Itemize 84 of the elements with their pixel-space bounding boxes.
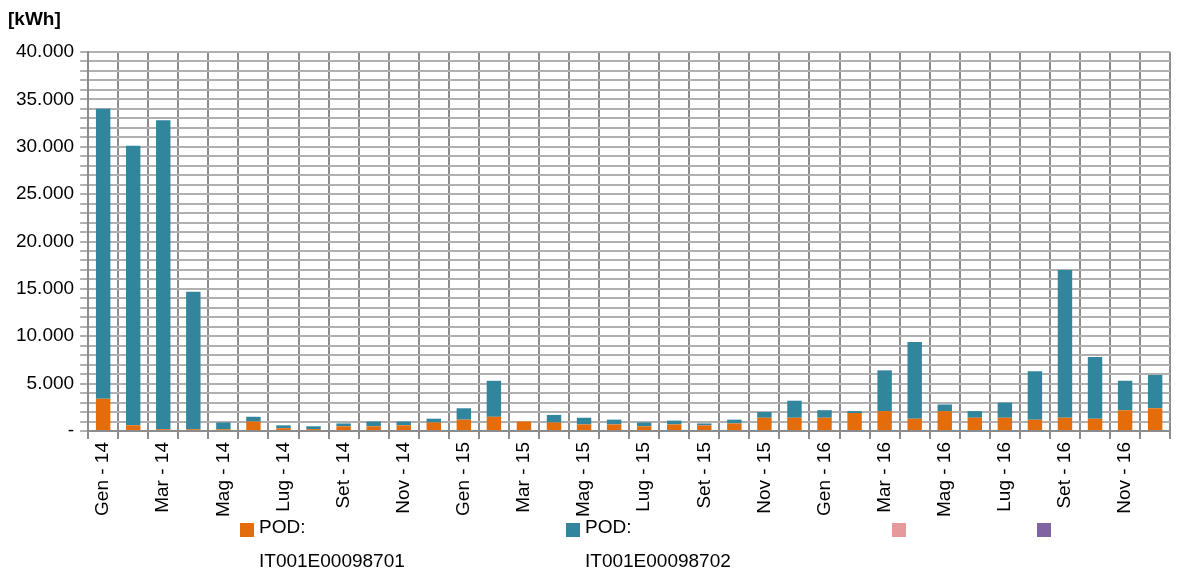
bar bbox=[336, 426, 351, 431]
bar bbox=[426, 422, 441, 431]
bar bbox=[787, 417, 802, 431]
bar bbox=[1057, 269, 1073, 418]
bar bbox=[1147, 408, 1163, 431]
bar bbox=[757, 412, 772, 418]
legend-label: POD: IT001E00098701 bbox=[259, 516, 405, 571]
bar bbox=[546, 414, 562, 423]
bar bbox=[667, 424, 682, 431]
x-tick-label: Mag - 16 bbox=[932, 442, 954, 517]
bar bbox=[95, 398, 111, 431]
y-tick-label: 25.000 bbox=[15, 182, 75, 204]
x-tick-label: Set - 14 bbox=[331, 441, 353, 509]
bar bbox=[486, 380, 502, 417]
x-tick-label: Mar - 15 bbox=[512, 442, 534, 513]
bar bbox=[907, 418, 922, 431]
bar bbox=[847, 413, 862, 431]
bar bbox=[246, 416, 261, 422]
x-tick-label: Set - 15 bbox=[692, 442, 714, 509]
bar bbox=[636, 422, 652, 427]
bar bbox=[817, 417, 832, 431]
bar bbox=[757, 417, 772, 431]
bar bbox=[937, 404, 952, 412]
x-tick-label: Gen - 14 bbox=[91, 441, 113, 516]
y-tick-label: 20.000 bbox=[15, 229, 75, 251]
y-tick-label: 30.000 bbox=[15, 134, 75, 156]
y-tick-label: - bbox=[67, 419, 75, 441]
bar bbox=[997, 417, 1013, 431]
bar bbox=[817, 410, 832, 418]
y-tick-label: 40.000 bbox=[15, 40, 75, 62]
bar bbox=[1117, 380, 1133, 411]
bar bbox=[456, 419, 472, 431]
bar bbox=[1117, 410, 1133, 431]
bar bbox=[967, 411, 983, 418]
y-tick-label: 5.000 bbox=[26, 371, 75, 393]
x-tick-label: Lug - 16 bbox=[993, 442, 1015, 512]
bar bbox=[907, 341, 922, 419]
bar bbox=[546, 422, 562, 431]
y-tick-label: 10.000 bbox=[15, 324, 75, 346]
x-tick-label: Mag - 14 bbox=[211, 441, 233, 517]
x-tick-label: Gen - 16 bbox=[812, 442, 834, 516]
bar bbox=[1147, 375, 1163, 409]
bar bbox=[125, 425, 141, 431]
x-tick-label: Lug - 15 bbox=[632, 442, 654, 512]
x-tick-label: Set - 16 bbox=[1053, 442, 1075, 509]
y-tick-label: 15.000 bbox=[15, 277, 75, 299]
bar bbox=[697, 425, 712, 431]
bar bbox=[1027, 419, 1043, 431]
bar bbox=[1087, 357, 1103, 419]
bar bbox=[576, 424, 592, 431]
bar bbox=[1087, 418, 1103, 431]
bar bbox=[877, 370, 892, 412]
x-tick-label: Nov - 16 bbox=[1113, 442, 1135, 514]
x-tick-label: Lug - 14 bbox=[271, 441, 293, 512]
x-tick-label: Nov - 14 bbox=[391, 441, 413, 514]
bar bbox=[997, 402, 1013, 418]
bar bbox=[366, 426, 381, 431]
y-axis-title: [kWh] bbox=[8, 8, 61, 30]
legend-label: POD: IT001E00098702 bbox=[585, 516, 731, 571]
bar bbox=[1057, 417, 1073, 431]
bar bbox=[246, 421, 261, 431]
bar bbox=[606, 424, 622, 431]
bar bbox=[456, 408, 472, 420]
bar bbox=[125, 145, 141, 426]
x-tick-label: Mag - 15 bbox=[572, 442, 594, 517]
bar bbox=[1027, 371, 1043, 420]
bar bbox=[727, 423, 742, 431]
bar bbox=[156, 120, 171, 430]
x-tick-label: Nov - 15 bbox=[752, 442, 774, 514]
bar bbox=[636, 426, 652, 431]
bar bbox=[877, 411, 892, 431]
bar bbox=[967, 417, 983, 431]
x-tick-label: Mar - 14 bbox=[151, 441, 173, 513]
bar bbox=[186, 291, 201, 430]
bar bbox=[937, 411, 952, 431]
bar bbox=[396, 425, 411, 431]
x-tick-label: Mar - 16 bbox=[872, 442, 894, 513]
bar bbox=[216, 422, 231, 430]
y-tick-label: 35.000 bbox=[15, 87, 75, 109]
bar bbox=[486, 416, 502, 431]
bar bbox=[95, 108, 111, 399]
x-tick-label: Gen - 15 bbox=[452, 442, 474, 516]
bar bbox=[516, 421, 532, 431]
bar bbox=[787, 400, 802, 418]
